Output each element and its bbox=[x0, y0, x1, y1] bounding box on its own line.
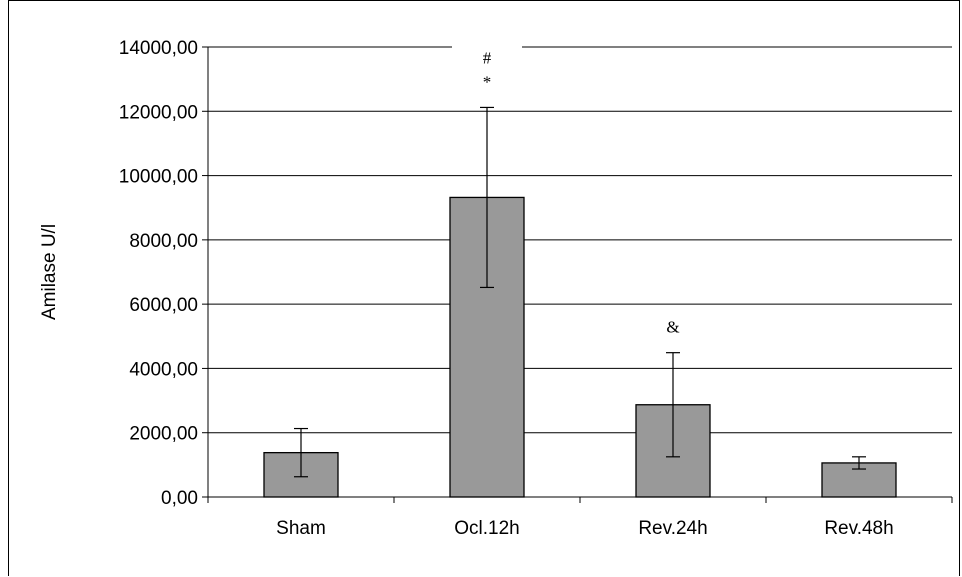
y-tick-label: 6000,00 bbox=[129, 295, 198, 316]
y-tick-label: 4000,00 bbox=[129, 359, 198, 380]
axes bbox=[202, 46, 953, 503]
significance-marker: * bbox=[483, 72, 492, 91]
annotation-background bbox=[452, 45, 522, 100]
y-tick-label: 12000,00 bbox=[119, 102, 198, 123]
labels: 0,00 2000,00 4000,00 6000,00 8000,00 10000,00… bbox=[119, 38, 894, 539]
y-tick-label: 8000,00 bbox=[129, 231, 198, 252]
y-tick-label: 2000,00 bbox=[129, 424, 198, 445]
chart-frame bbox=[8, 0, 960, 576]
y-axis-title: Amilase U/l bbox=[39, 224, 60, 320]
gridlines bbox=[208, 46, 952, 434]
y-tick-label: 10000,00 bbox=[119, 167, 198, 188]
annotation-background bbox=[638, 314, 708, 345]
significance-marker: # bbox=[483, 48, 492, 67]
significance-marker: & bbox=[666, 318, 679, 337]
x-category-label: Sham bbox=[276, 518, 326, 539]
y-tick-label: 14000,00 bbox=[119, 38, 198, 59]
x-category-label: Rev.24h bbox=[638, 518, 707, 539]
x-category-label: Rev.48h bbox=[824, 518, 893, 539]
y-tick-label: 0,00 bbox=[161, 488, 198, 509]
bars bbox=[263, 196, 897, 498]
x-category-label: Ocl.12h bbox=[454, 518, 519, 539]
error-bars bbox=[294, 106, 866, 478]
